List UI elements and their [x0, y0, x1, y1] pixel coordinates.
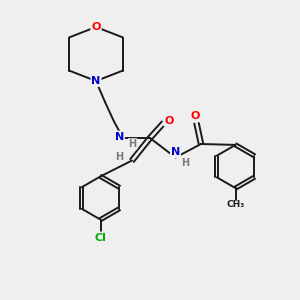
Text: N: N [171, 147, 180, 158]
Text: N: N [92, 76, 100, 86]
Text: O: O [164, 116, 174, 126]
Text: CH₃: CH₃ [226, 200, 244, 209]
Text: H: H [128, 139, 137, 149]
Text: H: H [181, 158, 189, 168]
Text: N: N [115, 131, 124, 142]
Text: O: O [91, 22, 101, 32]
Text: Cl: Cl [94, 232, 106, 243]
Text: O: O [190, 111, 200, 122]
Text: H: H [115, 152, 124, 162]
